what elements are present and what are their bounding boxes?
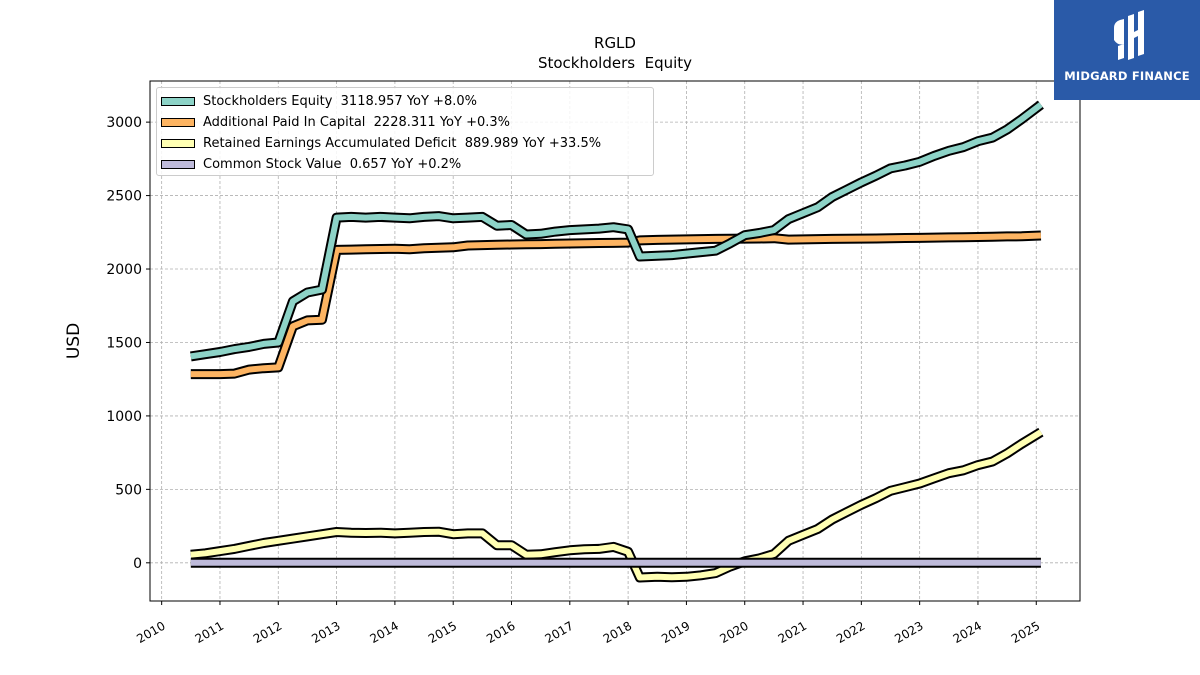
legend: Stockholders Equity 3118.957 YoY +8.0% A…	[156, 87, 654, 176]
legend-label-retained-earnings: Retained Earnings Accumulated Deficit 88…	[203, 135, 602, 151]
y-tick-label-3000: 3000	[106, 115, 142, 131]
legend-label-additional-paid-in-capital: Additional Paid In Capital 2228.311 YoY …	[203, 114, 510, 130]
x-tick-label-2019: 2019	[659, 619, 692, 646]
brand-logo: MIDGARD FINANCE	[1054, 0, 1200, 100]
chart-title: RGLD	[594, 34, 636, 52]
series-line-retained-earnings-accumulated-deficit	[190, 429, 1043, 581]
legend-swatch-stockholders-equity	[161, 96, 195, 106]
logo-mark-icon	[1114, 10, 1144, 60]
y-axis-label: USD	[64, 323, 84, 359]
y-tick-label-2000: 2000	[106, 262, 142, 278]
x-tick-label-2021: 2021	[776, 619, 809, 646]
x-tick-label-2023: 2023	[892, 619, 925, 646]
series-line-additional-paid-in-capital	[190, 232, 1042, 378]
legend-swatch-common-stock-value	[161, 159, 195, 169]
x-tick-label-2015: 2015	[426, 619, 459, 646]
series-outline-retained-earnings-accumulated-deficit	[190, 427, 1044, 583]
legend-swatch-retained-earnings	[161, 138, 195, 148]
x-tick-label-2012: 2012	[251, 619, 284, 646]
x-tick-label-2010: 2010	[134, 619, 167, 646]
x-tick-label-2016: 2016	[484, 619, 517, 646]
legend-swatch-additional-paid-in-capital	[161, 117, 195, 127]
series-outline-additional-paid-in-capital	[190, 230, 1042, 380]
x-tick-label-2025: 2025	[1009, 619, 1042, 646]
y-tick-label-1000: 1000	[106, 409, 142, 425]
series-line-stockholders-equity	[190, 102, 1043, 360]
legend-item-retained-earnings: Retained Earnings Accumulated Deficit 88…	[161, 133, 601, 153]
x-tick-label-2022: 2022	[834, 619, 867, 646]
y-tick-label-1500: 1500	[106, 335, 142, 351]
x-tick-label-2020: 2020	[717, 619, 750, 646]
logo-text: MIDGARD FINANCE	[1064, 69, 1190, 83]
y-tick-label-2500: 2500	[106, 189, 142, 205]
legend-label-common-stock-value: Common Stock Value 0.657 YoY +0.2%	[203, 156, 462, 172]
x-tick-label-2014: 2014	[368, 619, 401, 646]
x-tick-label-2013: 2013	[309, 619, 342, 646]
y-tick-label-0: 0	[133, 556, 142, 572]
legend-item-additional-paid-in-capital: Additional Paid In Capital 2228.311 YoY …	[161, 112, 510, 132]
plot-frame	[149, 80, 1081, 602]
chart-subtitle: Stockholders Equity	[538, 54, 692, 72]
legend-item-common-stock-value: Common Stock Value 0.657 YoY +0.2%	[161, 154, 461, 174]
series-layer	[190, 100, 1044, 583]
x-tick-label-2024: 2024	[951, 619, 984, 646]
y-tick-label-500: 500	[115, 482, 142, 498]
legend-label-stockholders-equity: Stockholders Equity 3118.957 YoY +8.0%	[203, 93, 477, 109]
x-tick-label-2018: 2018	[601, 619, 634, 646]
x-tick-label-2017: 2017	[542, 619, 575, 646]
x-tick-label-2011: 2011	[193, 619, 226, 646]
legend-item-stockholders-equity: Stockholders Equity 3118.957 YoY +8.0%	[161, 91, 477, 111]
